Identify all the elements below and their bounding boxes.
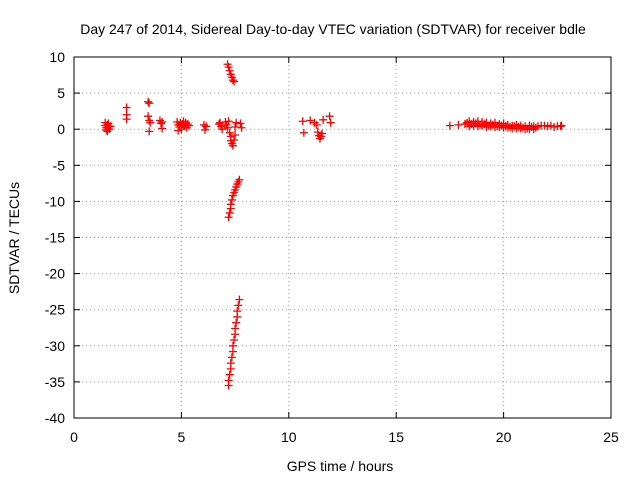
data-point [231,123,240,132]
y-tick-label: -40 [45,410,65,426]
x-tick-labels: 0 5 10 15 20 25 [70,429,619,445]
x-axis-label: GPS time / hours [287,458,394,474]
data-point [486,122,495,131]
data-point [473,122,482,131]
data-point [298,117,307,126]
data-point [227,353,236,362]
data-point [228,341,237,350]
chart-title: Day 247 of 2014, Sidereal Day-to-day VTE… [80,21,586,37]
data-point [146,118,155,127]
data-point [224,63,233,72]
data-point [465,122,474,131]
data-point [233,307,242,316]
x-tick-label: 20 [496,429,512,445]
data-point [184,121,193,130]
data-point [199,120,208,129]
data-point [556,122,565,131]
data-point [230,136,239,145]
x-tick-label: 5 [178,429,186,445]
x-tick-label: 0 [70,429,78,445]
y-tick-label: 10 [49,49,65,65]
data-point [234,301,243,310]
data-point [228,141,237,150]
data-point [482,123,491,132]
y-tick-label: -5 [53,157,66,173]
data-point [225,208,234,217]
data-point [445,121,454,130]
data-point [454,120,463,129]
data-point [226,200,235,209]
data-point [495,123,504,132]
y-tick-label: -20 [45,266,65,282]
data-point [326,118,335,127]
data-point [231,324,240,333]
data-point [106,122,115,131]
data-point [236,119,245,128]
data-point [225,370,234,379]
data-point [224,376,233,385]
y-tick-label: -10 [45,193,65,209]
data-point [202,122,211,131]
data-point [469,121,478,130]
x-tick-label: 15 [388,429,404,445]
data-point [218,125,227,134]
data-point [122,115,131,124]
data-point [145,99,154,108]
data-point [223,123,232,132]
data-point [503,123,512,132]
data-point [237,123,246,132]
data-point [228,76,237,85]
y-tick-labels: 10 5 0 -5 -10 -15 -20 -25 -30 -35 -40 [45,49,65,426]
y-tick-label: -35 [45,374,65,390]
data-point [224,117,233,126]
data-point [224,213,233,222]
data-point [230,336,239,345]
data-point [122,103,131,112]
data-point [201,125,210,134]
data-point [235,175,244,184]
data-point [529,125,538,134]
data-point [232,318,241,327]
data-point [313,128,322,137]
data-point [557,121,566,130]
y-tick-label: 5 [57,85,65,101]
data-point [144,112,153,121]
y-tick-label: -25 [45,302,65,318]
data-point [156,119,165,128]
data-point [226,359,235,368]
data-point [232,118,241,127]
data-point [478,121,487,130]
data-point [231,130,240,139]
y-axis-label: SDTVAR / TECUs [6,182,22,294]
x-tick-label: 25 [603,429,619,445]
y-tick-label: 0 [57,121,65,137]
data-point [319,115,328,124]
data-points [101,60,566,390]
data-point [299,128,308,137]
data-point [158,117,167,126]
axis-ticks [73,56,612,419]
data-point [225,66,234,75]
data-point [144,97,153,106]
data-point [312,120,321,129]
x-tick-label: 10 [281,429,297,445]
data-point [145,127,154,136]
data-point [227,195,236,204]
data-point [216,118,225,127]
data-point [325,112,334,121]
data-point [230,77,239,86]
y-tick-label: -15 [45,230,65,246]
data-point [225,128,234,137]
data-point [183,120,192,129]
data-point [235,295,244,304]
data-point [306,116,315,125]
y-tick-label: -30 [45,338,65,354]
grid-lines [74,57,611,418]
data-point [516,124,525,133]
data-point [318,129,327,138]
